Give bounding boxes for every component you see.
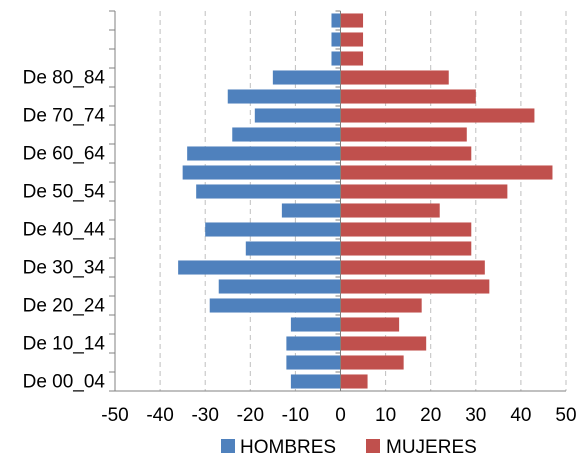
bar-mujeres-14	[340, 108, 535, 123]
x-tick-label: 50	[555, 405, 576, 426]
legend-label-mujeres: MUJERES	[386, 437, 477, 458]
bar-mujeres-13	[340, 127, 467, 142]
x-tick-label: -20	[237, 405, 264, 426]
bar-hombres-15	[227, 89, 341, 104]
x-tick-label: 40	[510, 405, 531, 426]
bar-mujeres-6	[340, 260, 485, 275]
bar-hombres-4	[209, 298, 341, 313]
bar-mujeres-7	[340, 241, 472, 256]
x-tick-label: -50	[101, 405, 128, 426]
y-tick-label: De 50_54	[23, 182, 106, 203]
bar-mujeres-12	[340, 146, 472, 161]
bar-mujeres-19	[340, 13, 364, 28]
y-tick-label: De 20_24	[23, 296, 106, 317]
bar-mujeres-1	[340, 355, 404, 370]
legend-swatch-hombres	[221, 439, 235, 453]
y-tick-labels: De 00_04 De 10_14 De 20_24 De 30_34 De 40_44…	[23, 68, 106, 393]
bar-mujeres-10	[340, 184, 508, 199]
bar-mujeres-9	[340, 203, 440, 218]
bar-mujeres-0	[340, 374, 368, 389]
bar-mujeres-15	[340, 89, 476, 104]
bar-mujeres-16	[340, 70, 449, 85]
bars-layer	[178, 13, 553, 389]
bar-mujeres-17	[340, 51, 364, 66]
x-tick-label: 10	[375, 405, 396, 426]
x-tick-labels: -50 -40 -30 -20 -10 0 10 20 30 40 50	[101, 405, 576, 426]
legend-label-hombres: HOMBRES	[240, 437, 336, 458]
y-tick-label: De 30_34	[23, 258, 106, 279]
bar-hombres-1	[286, 355, 341, 370]
bar-hombres-3	[290, 317, 341, 332]
axis-layer	[109, 10, 566, 392]
bar-mujeres-8	[340, 222, 472, 237]
bar-hombres-2	[286, 336, 341, 351]
x-tick-label: 20	[420, 405, 441, 426]
y-tick-label: De 70_74	[23, 106, 106, 127]
x-tick-label: 0	[335, 405, 346, 426]
x-tick-label: -40	[146, 405, 173, 426]
bar-hombres-19	[331, 13, 341, 28]
y-tick-label: De 10_14	[23, 334, 106, 355]
bar-hombres-18	[331, 32, 341, 47]
bar-hombres-10	[196, 184, 341, 199]
bar-hombres-13	[232, 127, 341, 142]
bar-mujeres-2	[340, 336, 427, 351]
bar-hombres-9	[281, 203, 341, 218]
bar-hombres-6	[178, 260, 341, 275]
bar-hombres-5	[218, 279, 341, 294]
legend-swatch-mujeres	[366, 439, 380, 453]
bar-hombres-16	[272, 70, 341, 85]
x-tick-label: -10	[282, 405, 309, 426]
x-tick-label: -30	[191, 405, 218, 426]
x-tick-label: 30	[465, 405, 486, 426]
bar-mujeres-11	[340, 165, 553, 180]
bar-mujeres-4	[340, 298, 422, 313]
y-tick-label: De 40_44	[23, 220, 106, 241]
legend: HOMBRES MUJERES	[221, 437, 477, 458]
y-tick-label: De 80_84	[23, 68, 106, 89]
bar-hombres-8	[205, 222, 341, 237]
bar-mujeres-5	[340, 279, 490, 294]
y-tick-label: De 60_64	[23, 144, 106, 165]
bar-hombres-17	[331, 51, 341, 66]
bar-hombres-12	[187, 146, 341, 161]
bar-mujeres-18	[340, 32, 364, 47]
bar-hombres-14	[254, 108, 341, 123]
bar-hombres-11	[182, 165, 341, 180]
y-tick-label: De 00_04	[23, 372, 106, 393]
bar-hombres-0	[290, 374, 341, 389]
bar-hombres-7	[245, 241, 341, 256]
bar-mujeres-3	[340, 317, 400, 332]
